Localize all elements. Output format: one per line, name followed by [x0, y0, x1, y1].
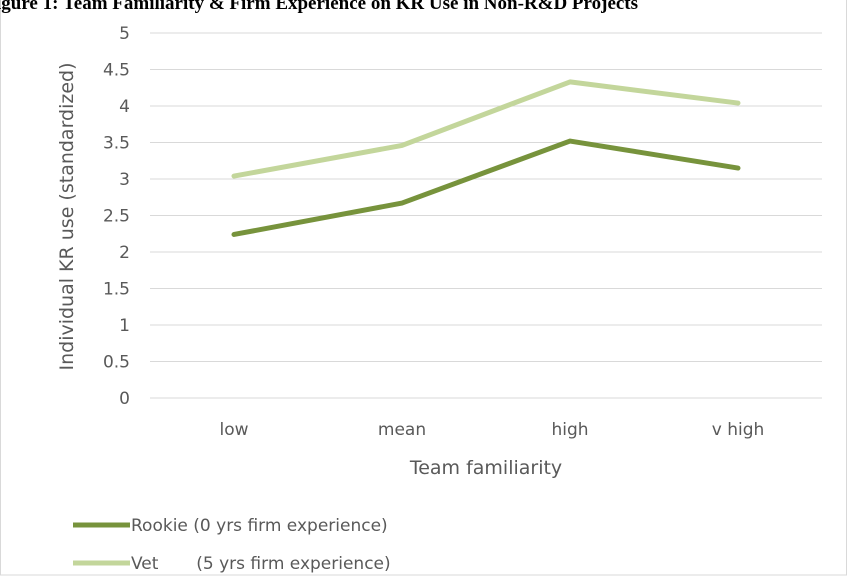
- x-axis-ticks: low mean high v high: [219, 420, 764, 440]
- y-tick-label: 4: [119, 97, 130, 117]
- legend-label: Vet (5 yrs firm experience): [131, 554, 391, 574]
- y-axis-title: Individual KR use (standardized): [56, 62, 78, 370]
- legend: Rookie (0 yrs firm experience) Vet (5 yrs…: [73, 516, 391, 574]
- x-tick-label: low: [219, 420, 248, 440]
- x-tick-label: mean: [378, 420, 426, 440]
- y-tick-label: 4.5: [103, 61, 130, 81]
- y-axis-ticks: 0 0.5 1 1.5 2 2.5 3 3.5 4 4.5 5: [103, 24, 130, 409]
- y-tick-label: 2: [119, 243, 130, 263]
- x-axis-title: Team familiarity: [409, 457, 562, 479]
- legend-label: Rookie (0 yrs firm experience): [131, 516, 388, 536]
- figure-caption: igure 1: Team Familiarity & Firm Experie…: [0, 0, 638, 14]
- y-tick-label: 2.5: [103, 207, 130, 227]
- y-tick-label: 0: [119, 389, 130, 409]
- y-tick-label: 0.5: [103, 353, 130, 373]
- x-tick-label: high: [551, 420, 588, 440]
- x-tick-label: v high: [712, 420, 765, 440]
- series-line-0: [231, 138, 741, 237]
- series-lines: [231, 79, 741, 237]
- y-tick-label: 3.5: [103, 134, 130, 154]
- y-tick-label: 1: [119, 316, 130, 336]
- y-tick-label: 5: [119, 24, 130, 44]
- y-tick-label: 1.5: [103, 280, 130, 300]
- series-line-1: [231, 79, 741, 179]
- gridlines: [150, 32, 822, 399]
- y-tick-label: 3: [119, 170, 130, 190]
